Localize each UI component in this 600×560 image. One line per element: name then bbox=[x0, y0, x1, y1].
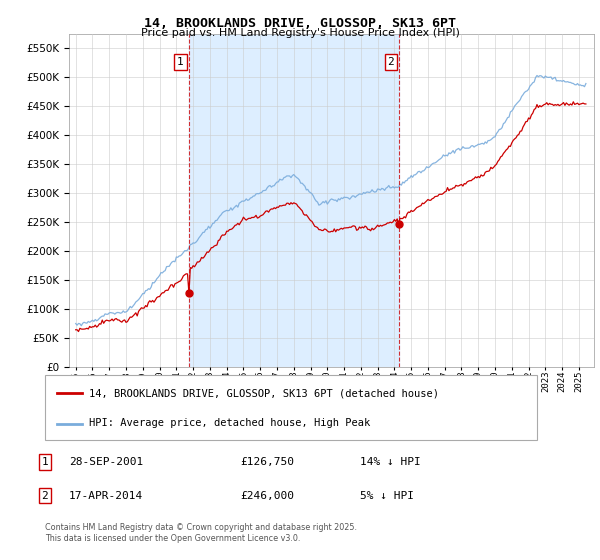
Text: Price paid vs. HM Land Registry's House Price Index (HPI): Price paid vs. HM Land Registry's House … bbox=[140, 28, 460, 38]
Text: 17-APR-2014: 17-APR-2014 bbox=[69, 491, 143, 501]
Text: £126,750: £126,750 bbox=[240, 457, 294, 467]
Text: 28-SEP-2001: 28-SEP-2001 bbox=[69, 457, 143, 467]
Text: 1: 1 bbox=[41, 457, 49, 467]
Text: 2: 2 bbox=[388, 57, 394, 67]
Text: 1: 1 bbox=[177, 57, 184, 67]
FancyBboxPatch shape bbox=[45, 375, 537, 440]
Text: 14, BROOKLANDS DRIVE, GLOSSOP, SK13 6PT (detached house): 14, BROOKLANDS DRIVE, GLOSSOP, SK13 6PT … bbox=[89, 388, 439, 398]
Text: 14% ↓ HPI: 14% ↓ HPI bbox=[360, 457, 421, 467]
Text: 14, BROOKLANDS DRIVE, GLOSSOP, SK13 6PT: 14, BROOKLANDS DRIVE, GLOSSOP, SK13 6PT bbox=[144, 17, 456, 30]
Text: HPI: Average price, detached house, High Peak: HPI: Average price, detached house, High… bbox=[89, 418, 371, 428]
Text: 2: 2 bbox=[41, 491, 49, 501]
Text: £246,000: £246,000 bbox=[240, 491, 294, 501]
Text: 5% ↓ HPI: 5% ↓ HPI bbox=[360, 491, 414, 501]
Text: Contains HM Land Registry data © Crown copyright and database right 2025.
This d: Contains HM Land Registry data © Crown c… bbox=[45, 524, 357, 543]
Bar bbox=[189, 34, 399, 367]
